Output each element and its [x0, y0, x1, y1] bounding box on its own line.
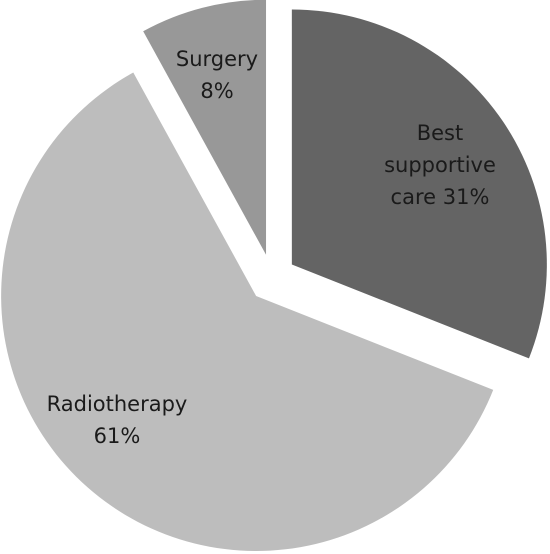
value-label: 31%	[442, 185, 490, 209]
pie-slice	[143, 0, 267, 255]
slice-label: Radiotherapy 61%	[42, 388, 192, 452]
slice-label: Surgery 8%	[167, 43, 267, 107]
value-label: 8%	[200, 79, 234, 103]
pie-slice	[291, 9, 547, 359]
slice-label: Best supportive care 31%	[380, 117, 500, 213]
category-label: Surgery	[175, 47, 259, 71]
category-label: Radiotherapy	[46, 392, 188, 416]
value-label: 61%	[93, 424, 141, 448]
pie-slice	[1, 72, 494, 552]
category-label: Best supportive care	[384, 121, 496, 209]
